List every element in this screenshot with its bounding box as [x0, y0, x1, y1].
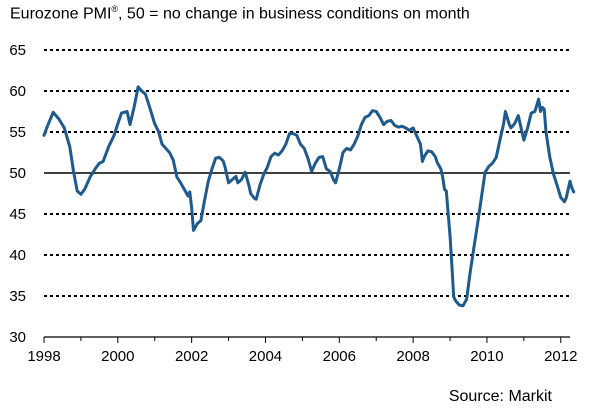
x-tick-label: 2008	[396, 348, 429, 365]
x-tick-labels: 1998 2000 2002 2004 2006 2008 2010 2012	[27, 348, 577, 365]
y-tick-label: 40	[9, 247, 26, 264]
y-tick-label: 50	[9, 165, 26, 182]
chart-title: Eurozone PMI®, 50 = no change in busines…	[10, 4, 470, 23]
y-tick-label: 35	[9, 288, 26, 305]
y-tick-label: 45	[9, 206, 26, 223]
y-tick-labels: 30 35 40 45 50 55 60 65	[9, 42, 26, 346]
source-note: Source: Markit	[448, 388, 552, 405]
x-tick-label: 2002	[175, 348, 208, 365]
axes	[43, 336, 570, 343]
x-tick-label: 2000	[101, 348, 134, 365]
y-tick-label: 30	[9, 329, 26, 346]
x-tick-label: 2010	[470, 348, 503, 365]
x-tick-label: 1998	[27, 348, 60, 365]
chart-title-rest: , 50 = no change in business conditions …	[118, 5, 470, 23]
registered-mark: ®	[111, 4, 119, 14]
series-group	[42, 85, 576, 308]
x-tick-label: 2004	[249, 348, 282, 365]
chart-title-main: Eurozone PMI	[10, 5, 112, 23]
x-tick-label: 2006	[323, 348, 356, 365]
series-line-1	[42, 85, 576, 308]
y-tick-label: 65	[9, 42, 26, 59]
y-tick-label: 55	[9, 124, 26, 141]
gridlines	[44, 49, 570, 297]
x-tick-label: 2012	[544, 348, 577, 365]
y-tick-label: 60	[9, 83, 26, 100]
